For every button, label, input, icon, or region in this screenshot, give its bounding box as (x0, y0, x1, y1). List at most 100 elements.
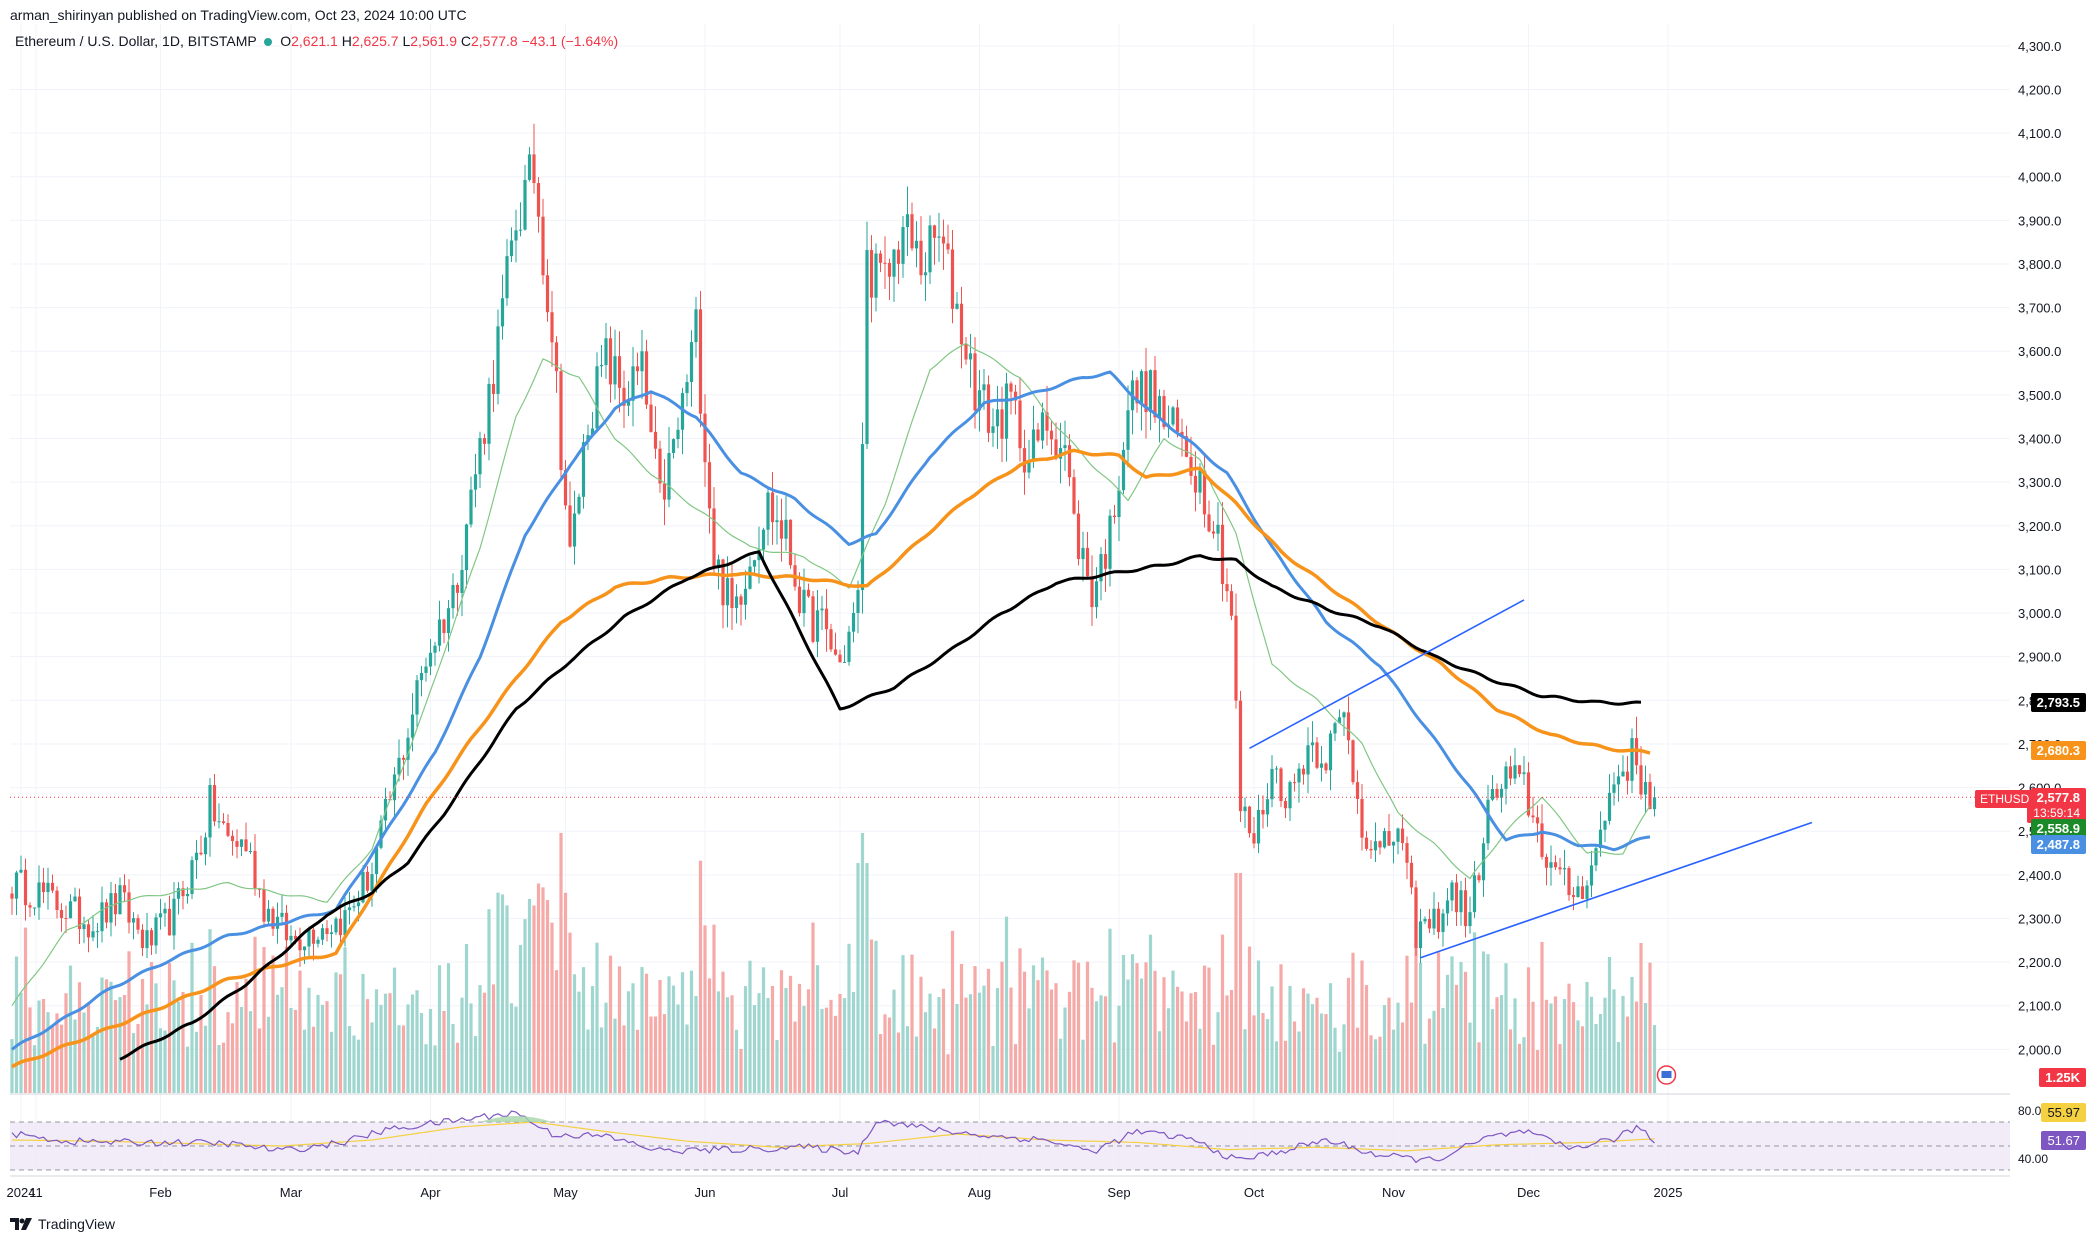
volume-bar (856, 863, 860, 1093)
candle-body (1504, 766, 1508, 789)
candle-body (676, 429, 680, 440)
candle-body (770, 492, 775, 523)
candle-body (1490, 789, 1495, 800)
candle-body (23, 869, 28, 906)
candle-body (847, 631, 851, 662)
volume-bar (1175, 986, 1180, 1093)
candle-body (595, 366, 599, 429)
volume-bar (1450, 956, 1454, 1093)
volume-bar (293, 1009, 298, 1093)
volume-bar (185, 1046, 190, 1093)
volume-bar (1441, 1007, 1445, 1093)
candle-body (1054, 439, 1058, 459)
volume-bar (176, 1001, 181, 1093)
volume-bar (1189, 993, 1193, 1093)
volume-bar (32, 1045, 37, 1093)
volume-bar (1414, 894, 1418, 1093)
candle-body (887, 262, 892, 277)
candle-body (1369, 848, 1373, 851)
volume-bar (1171, 970, 1175, 1093)
candle-body (937, 236, 941, 238)
volume-bar (356, 1039, 361, 1093)
candle-body (82, 924, 86, 930)
volume-bar (703, 925, 707, 1093)
volume-bar (806, 989, 811, 1093)
candle-body (212, 785, 217, 822)
volume-bar (1076, 962, 1081, 1093)
candle-body (361, 871, 365, 903)
volume-bar (1031, 965, 1036, 1093)
volume-bar (752, 1005, 757, 1093)
volume-bar (1373, 1039, 1378, 1093)
volume-bar (905, 1026, 910, 1093)
volume-bar (289, 1007, 293, 1093)
symbol-legend[interactable]: Ethereum / U.S. Dollar, 1D, BITSTAMP O2,… (15, 33, 618, 49)
candle-body (712, 508, 716, 569)
low-value: 2,561.9 (410, 33, 457, 49)
volume-bar (1391, 1029, 1396, 1093)
volume-bar (406, 1004, 410, 1093)
volume-bar (109, 981, 113, 1093)
candle-body (1355, 782, 1360, 799)
volume-bar (338, 974, 343, 1093)
rsi-tick-label: 80.00 (2018, 1104, 2048, 1118)
volume-bar (626, 991, 631, 1093)
volume-bar (1355, 1027, 1360, 1093)
candle-body (1216, 524, 1220, 534)
volume-bar (604, 1002, 608, 1093)
candle-body (1009, 383, 1013, 392)
volume-bar (163, 1030, 167, 1093)
candle-body (509, 240, 514, 257)
volume-bar (1598, 1014, 1603, 1093)
candle-body (1598, 829, 1603, 849)
volume-bar (1400, 1022, 1405, 1093)
volume-bar (1081, 1039, 1085, 1093)
volume-bar (275, 994, 280, 1093)
candle-body (869, 250, 874, 298)
volume-bar (1342, 1024, 1346, 1093)
candle-body (1580, 886, 1585, 899)
volume-bar (815, 965, 820, 1093)
change-value: −43.1 (−1.64%) (521, 33, 619, 49)
volume-bar (1643, 1002, 1648, 1093)
candle-body (464, 524, 469, 571)
volume-bar (572, 974, 577, 1093)
candle-body (1292, 782, 1297, 784)
volume-bar (73, 1019, 77, 1093)
candle-body (1382, 831, 1387, 848)
tradingview-logo[interactable]: TradingView (10, 1216, 115, 1232)
volume-bar (325, 1001, 329, 1093)
candle-body (424, 666, 428, 673)
candle-body (1090, 576, 1094, 608)
candle-body (19, 869, 23, 873)
volume-bar (1468, 1022, 1472, 1093)
volume-bar (757, 993, 761, 1093)
candle-body (604, 338, 608, 365)
candle-body (68, 901, 73, 919)
open-label: O (280, 33, 292, 49)
price-tick-label: 3,500.0 (2018, 388, 2061, 403)
candle-body (86, 924, 91, 938)
volume-bar (1103, 996, 1108, 1093)
volume-bar (473, 1036, 478, 1093)
volume-bar (122, 994, 127, 1093)
volume-bar (383, 993, 388, 1093)
candle-body (1319, 763, 1324, 768)
volume-bar (1585, 981, 1589, 1093)
volume-bar (1432, 1010, 1436, 1093)
candle-body (613, 356, 617, 385)
candle-body (1364, 837, 1369, 849)
volume-bar (433, 1045, 437, 1093)
rsi-ma-tag: 55.97 (2041, 1103, 2086, 1122)
candle-body (946, 243, 950, 250)
volume-bar (1157, 1031, 1162, 1093)
volume-bar (1409, 1002, 1414, 1093)
candle-body (919, 240, 923, 276)
volume-bar (1648, 962, 1652, 1093)
volume-bar (514, 1006, 518, 1093)
candle-body (559, 371, 563, 471)
candle-body (437, 619, 442, 646)
candle-body (127, 892, 131, 923)
time-tick-label: Jun (695, 1185, 716, 1200)
